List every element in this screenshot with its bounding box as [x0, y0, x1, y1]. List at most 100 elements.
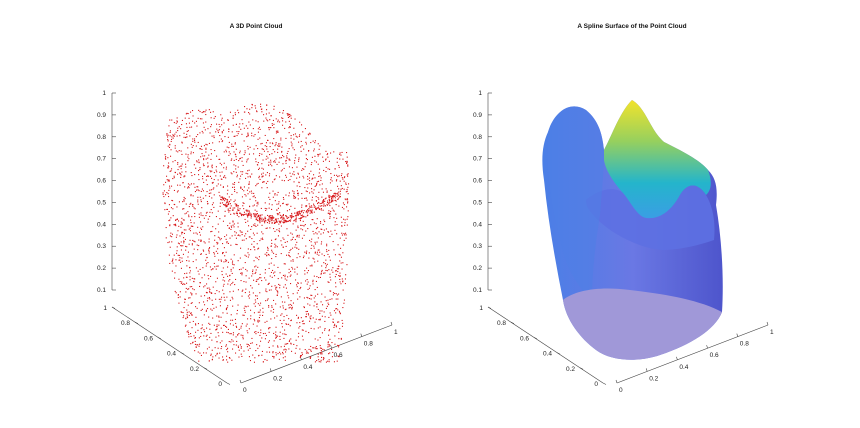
data-point	[261, 176, 263, 178]
data-point	[201, 207, 203, 209]
data-point	[304, 128, 306, 130]
data-point	[311, 206, 313, 208]
data-point	[293, 216, 295, 218]
data-point	[228, 202, 230, 204]
data-point	[310, 315, 312, 317]
y-tick-mark	[602, 382, 607, 385]
data-point	[239, 178, 241, 180]
data-point	[211, 292, 213, 294]
data-point	[275, 334, 277, 336]
data-point	[261, 167, 263, 169]
data-point	[247, 193, 249, 195]
data-point	[291, 212, 293, 214]
data-point	[295, 196, 297, 198]
data-point	[316, 218, 318, 220]
data-point	[266, 320, 268, 322]
data-point	[320, 359, 322, 361]
data-point	[268, 207, 270, 209]
data-point	[301, 193, 303, 195]
data-point	[298, 234, 300, 236]
data-point	[221, 171, 223, 173]
data-point	[313, 211, 315, 213]
data-point	[246, 209, 248, 211]
data-point	[246, 161, 248, 163]
data-point	[248, 183, 250, 185]
data-point	[244, 262, 246, 264]
y-tick-mark	[510, 321, 515, 324]
data-point	[279, 145, 281, 147]
data-point	[231, 339, 233, 341]
data-point	[231, 235, 233, 237]
data-point	[229, 222, 231, 224]
data-point	[334, 343, 336, 345]
data-point	[263, 120, 265, 122]
x-tick-mark	[330, 345, 332, 349]
data-point	[200, 145, 202, 147]
data-point	[337, 355, 339, 357]
data-point	[251, 337, 253, 339]
data-point	[244, 235, 246, 237]
data-point	[259, 304, 261, 306]
data-point	[327, 302, 329, 304]
data-point	[237, 260, 239, 262]
data-point	[202, 132, 204, 134]
data-point	[294, 162, 296, 164]
data-point	[258, 175, 260, 177]
y-tick-label: 0	[218, 381, 222, 388]
data-point	[287, 114, 289, 116]
data-point	[247, 344, 249, 346]
data-point	[268, 112, 270, 114]
data-point	[294, 246, 296, 248]
z-tick-label: 1	[102, 90, 106, 97]
data-point	[311, 196, 313, 198]
data-point	[198, 174, 200, 176]
data-point	[171, 136, 173, 138]
data-point	[238, 181, 240, 183]
data-point	[203, 286, 205, 288]
data-point	[257, 320, 259, 322]
data-point	[296, 247, 298, 249]
data-point	[179, 135, 181, 137]
data-point	[282, 221, 284, 223]
data-point	[240, 186, 242, 188]
data-point	[206, 263, 208, 265]
data-point	[216, 277, 218, 279]
data-point	[282, 163, 284, 165]
data-point	[200, 221, 202, 223]
data-point	[261, 163, 263, 165]
data-point	[308, 348, 310, 350]
data-point	[240, 272, 242, 274]
data-point	[306, 183, 308, 185]
data-point	[224, 175, 226, 177]
data-point	[181, 141, 183, 143]
data-point	[311, 244, 313, 246]
data-point	[339, 196, 341, 198]
chart-title: A 3D Point Cloud	[230, 23, 283, 30]
data-point	[271, 142, 273, 144]
data-point	[206, 287, 208, 289]
data-point	[177, 130, 179, 132]
data-point	[168, 125, 170, 127]
x-axis-line	[616, 324, 769, 384]
data-point	[222, 267, 224, 269]
y-tick-label: 0.6	[144, 335, 153, 342]
data-point	[331, 342, 333, 344]
data-point	[196, 161, 198, 163]
data-point	[256, 257, 258, 259]
data-point	[311, 162, 313, 164]
data-point	[251, 342, 253, 344]
data-point	[279, 205, 281, 207]
data-point	[182, 317, 184, 319]
data-point	[230, 268, 232, 270]
data-point	[278, 213, 280, 215]
data-point	[176, 117, 178, 119]
data-point	[311, 191, 313, 193]
data-point	[202, 163, 204, 165]
data-point	[183, 219, 185, 221]
data-point	[179, 281, 181, 283]
data-point	[200, 156, 202, 158]
data-point	[195, 167, 197, 169]
data-point	[232, 263, 234, 265]
data-point	[305, 211, 307, 213]
data-point	[239, 212, 241, 214]
